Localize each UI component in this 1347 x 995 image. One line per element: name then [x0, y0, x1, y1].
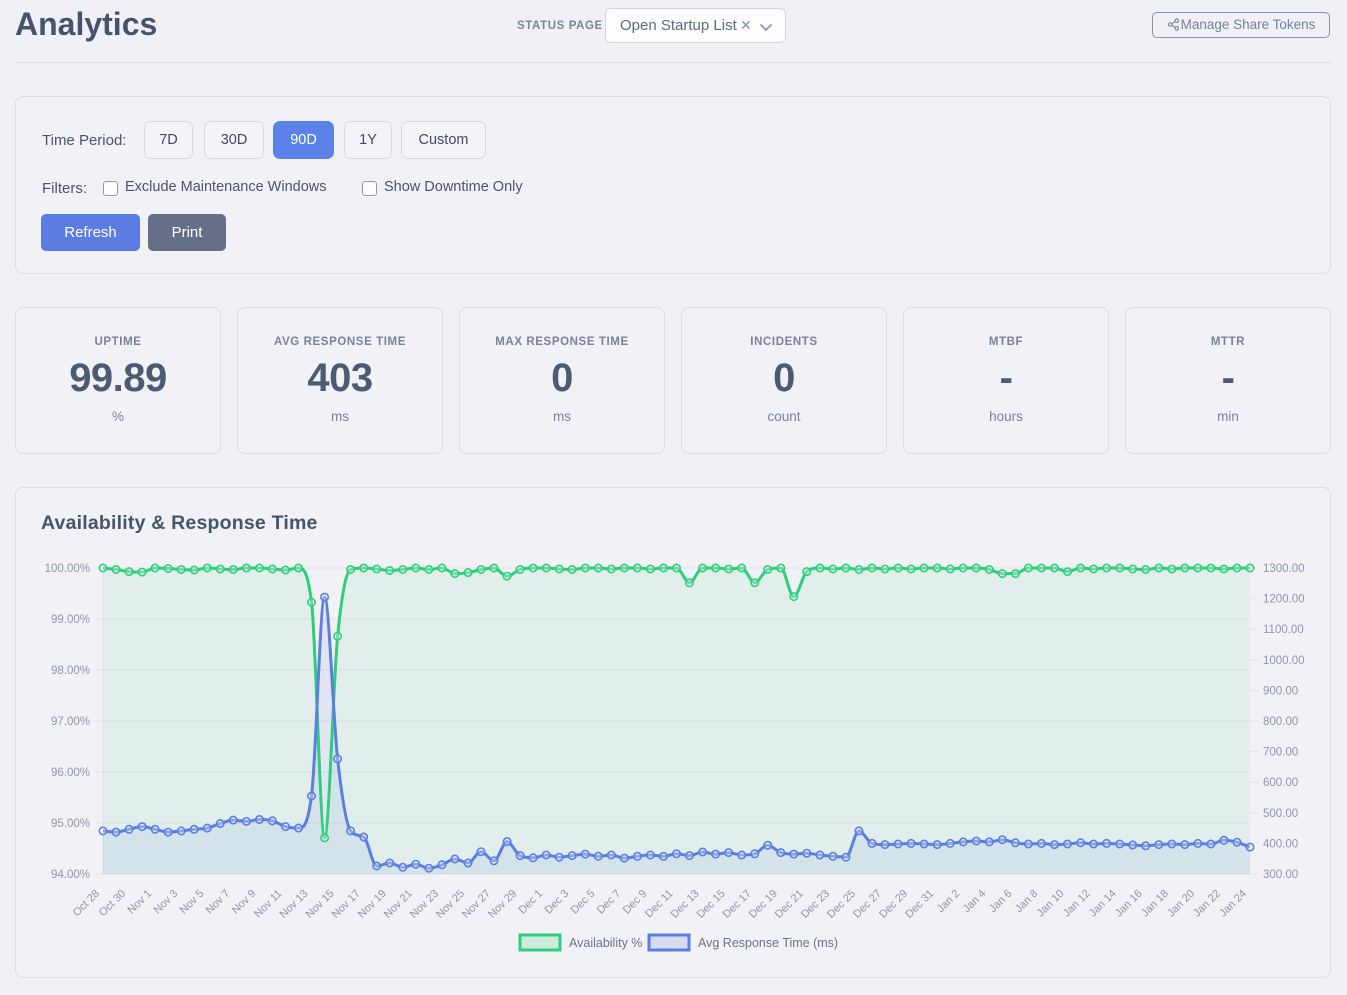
svg-text:Dec 3: Dec 3 [543, 888, 572, 917]
svg-text:Jan 6: Jan 6 [987, 888, 1015, 916]
svg-text:Dec 1: Dec 1 [517, 888, 546, 917]
svg-text:900.00: 900.00 [1263, 685, 1298, 697]
svg-text:Nov 1: Nov 1 [125, 888, 154, 917]
svg-text:1300.00: 1300.00 [1263, 563, 1305, 575]
svg-text:Avg Response Time (ms): Avg Response Time (ms) [698, 936, 838, 950]
svg-text:Nov 15: Nov 15 [304, 888, 337, 921]
svg-text:Jan 16: Jan 16 [1113, 888, 1145, 920]
svg-text:Dec 23: Dec 23 [799, 888, 832, 921]
svg-text:98.00%: 98.00% [51, 665, 90, 677]
svg-text:95.00%: 95.00% [51, 818, 90, 830]
svg-text:100.00%: 100.00% [45, 563, 90, 575]
svg-text:Jan 12: Jan 12 [1061, 888, 1093, 920]
svg-text:Dec 27: Dec 27 [851, 888, 884, 921]
svg-text:1000.00: 1000.00 [1263, 655, 1305, 667]
svg-text:Jan 22: Jan 22 [1191, 888, 1223, 920]
svg-text:Nov 3: Nov 3 [152, 888, 181, 917]
svg-text:Oct 30: Oct 30 [97, 888, 128, 919]
svg-text:94.00%: 94.00% [51, 869, 90, 881]
svg-text:Nov 21: Nov 21 [382, 888, 415, 921]
svg-text:Jan 24: Jan 24 [1217, 888, 1249, 920]
svg-text:Dec 5: Dec 5 [569, 888, 598, 917]
svg-text:Nov 5: Nov 5 [178, 888, 207, 917]
svg-text:Nov 23: Nov 23 [408, 888, 441, 921]
svg-text:800.00: 800.00 [1263, 716, 1298, 728]
svg-text:99.00%: 99.00% [51, 614, 90, 626]
svg-text:1100.00: 1100.00 [1263, 624, 1304, 636]
svg-text:Dec 17: Dec 17 [721, 888, 754, 921]
svg-text:Dec 29: Dec 29 [877, 888, 910, 921]
svg-text:96.00%: 96.00% [51, 767, 90, 779]
svg-text:600.00: 600.00 [1263, 777, 1298, 789]
svg-text:Dec 7: Dec 7 [595, 888, 624, 917]
svg-text:Dec 21: Dec 21 [773, 888, 806, 921]
svg-text:Jan 18: Jan 18 [1139, 888, 1171, 920]
svg-text:Availability %: Availability % [569, 936, 642, 950]
svg-text:Nov 13: Nov 13 [277, 888, 310, 921]
svg-text:Dec 15: Dec 15 [695, 888, 728, 921]
svg-text:Dec 31: Dec 31 [903, 888, 936, 921]
svg-text:1200.00: 1200.00 [1263, 594, 1305, 606]
svg-text:Nov 27: Nov 27 [460, 888, 493, 921]
svg-text:Jan 2: Jan 2 [935, 888, 963, 916]
svg-text:Jan 10: Jan 10 [1035, 888, 1067, 920]
svg-text:Nov 29: Nov 29 [486, 888, 519, 921]
svg-text:Oct 28: Oct 28 [71, 888, 102, 919]
svg-text:300.00: 300.00 [1263, 869, 1298, 881]
svg-text:400.00: 400.00 [1263, 838, 1298, 850]
svg-text:700.00: 700.00 [1263, 747, 1298, 759]
svg-text:Jan 20: Jan 20 [1165, 888, 1197, 920]
svg-text:500.00: 500.00 [1263, 808, 1298, 820]
svg-text:Jan 14: Jan 14 [1087, 888, 1119, 920]
svg-text:Jan 4: Jan 4 [961, 888, 989, 916]
svg-text:Nov 7: Nov 7 [204, 888, 233, 917]
svg-text:Nov 19: Nov 19 [356, 888, 389, 921]
svg-text:97.00%: 97.00% [51, 716, 90, 728]
